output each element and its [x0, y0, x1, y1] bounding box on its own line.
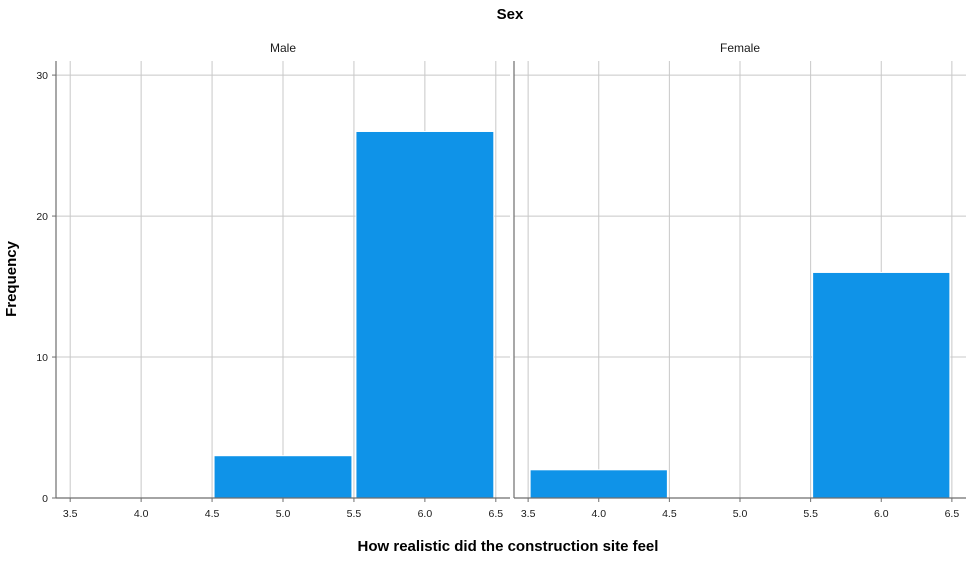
x-tick-label: 5.5 [803, 508, 818, 520]
histogram-bar [355, 130, 495, 499]
histogram-bar [529, 469, 668, 499]
x-tick-label: 4.5 [205, 508, 220, 520]
histogram-bar [812, 271, 951, 499]
facet-panel-female: 3.5 4.0 4.5 5.0 5.5 6.0 6.5 Female [513, 41, 966, 520]
chart-title: Sex [497, 6, 524, 23]
x-axis-title: How realistic did the construction site … [358, 538, 659, 555]
y-tick-label: 20 [36, 211, 48, 223]
x-tick-label: 6.0 [874, 508, 889, 520]
facet-label: Female [720, 41, 760, 55]
x-tick-label: 3.5 [63, 508, 78, 520]
y-tick-label: 30 [36, 70, 48, 82]
x-tick-label: 4.0 [591, 508, 606, 520]
x-tick-label: 6.5 [489, 508, 504, 520]
facet-panel-male: 3.5 4.0 4.5 5.0 5.5 6.0 6.5 Male [55, 41, 510, 520]
x-tick-label: 5.0 [276, 508, 291, 520]
x-tick-label: 4.5 [662, 508, 677, 520]
histogram-bar [213, 455, 353, 499]
x-tick-label: 5.5 [347, 508, 362, 520]
plot-layer: 3.5 4.0 4.5 5.0 5.5 6.0 6.5 Male 3.5 4.0 4.5 5.0 5.5… [36, 41, 966, 520]
x-tick-label: 6.0 [418, 508, 433, 520]
y-axis-title: Frequency [3, 240, 20, 317]
y-tick-label: 10 [36, 352, 48, 364]
x-tick-label: 5.0 [733, 508, 748, 520]
facet-label: Male [270, 41, 296, 55]
x-tick-label: 6.5 [945, 508, 960, 520]
x-tick-label: 3.5 [521, 508, 536, 520]
y-tick-label: 0 [42, 493, 48, 505]
x-tick-label: 4.0 [134, 508, 149, 520]
